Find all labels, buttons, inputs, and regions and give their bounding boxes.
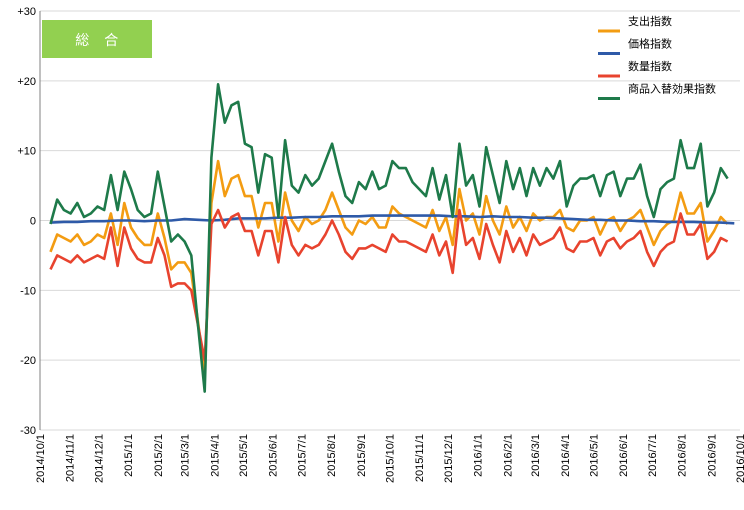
x-tick-label: 2016/7/1 [647, 434, 659, 477]
x-tick-label: 2015/7/1 [296, 434, 308, 477]
series-line-3 [49, 83, 729, 393]
x-tick-label: 2016/1/1 [473, 434, 485, 477]
series-line-1 [50, 214, 735, 225]
x-axis-ticks: 2014/10/1 2014/11/1 2014/12/1 2015/1/1 2015/… [35, 434, 744, 483]
x-tick-label: 2016/8/1 [677, 434, 689, 477]
x-tick-label: 2014/12/1 [93, 434, 105, 483]
x-tick-label: 2016/5/1 [588, 434, 600, 477]
y-axis-ticks: +30 +20 +10 0 -10 -20 -30 [17, 6, 36, 437]
badge-background [42, 20, 152, 58]
series-lines [49, 83, 735, 393]
legend-label-0: 支出指数 [628, 14, 672, 28]
series-line-0 [49, 159, 729, 376]
x-tick-label: 2015/8/1 [326, 434, 338, 477]
y-tick-label: -30 [20, 425, 36, 437]
badge-label: 総 合 [75, 32, 119, 48]
x-tick-label: 2016/4/1 [560, 434, 572, 477]
x-tick-label: 2016/10/1 [735, 434, 744, 483]
y-tick-label: 0 [30, 216, 36, 228]
series-line-2 [49, 208, 729, 362]
legend-label-2: 数量指数 [628, 59, 672, 73]
category-badge: 総 合 [42, 20, 152, 58]
legend-label-1: 価格指数 [628, 37, 672, 51]
x-tick-label: 2015/1/1 [123, 434, 135, 477]
y-tick-label: +20 [17, 76, 36, 88]
y-tick-label: -10 [20, 285, 36, 297]
y-tick-label: +30 [17, 6, 36, 18]
x-tick-label: 2016/3/1 [530, 434, 542, 477]
x-tick-label: 2015/10/1 [385, 434, 397, 483]
x-tick-label: 2015/2/1 [153, 434, 165, 477]
x-tick-label: 2015/5/1 [238, 434, 250, 477]
x-tick-label: 2016/9/1 [706, 434, 718, 477]
x-tick-label: 2015/9/1 [356, 434, 368, 477]
legend-label-3: 商品入替効果指数 [628, 82, 716, 96]
x-tick-label: 2016/6/1 [618, 434, 630, 477]
x-tick-label: 2015/6/1 [268, 434, 280, 477]
x-tick-label: 2016/2/1 [502, 434, 514, 477]
x-tick-label: 2015/3/1 [180, 434, 192, 477]
y-tick-label: +10 [17, 146, 36, 158]
x-tick-label: 2015/11/1 [414, 434, 426, 482]
x-tick-label: 2014/11/1 [65, 434, 77, 482]
x-tick-label: 2014/10/1 [35, 434, 47, 483]
x-tick-label: 2015/12/1 [443, 434, 455, 483]
y-tick-label: -20 [20, 355, 36, 367]
x-tick-label: 2015/4/1 [209, 434, 221, 477]
